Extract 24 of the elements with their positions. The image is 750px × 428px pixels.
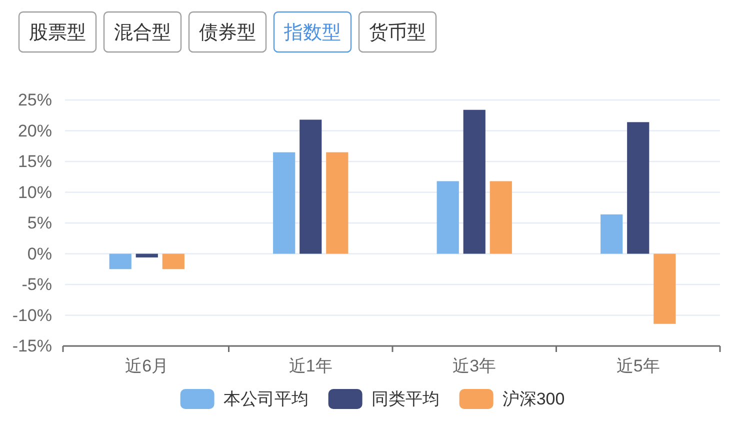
tab: 股票型 <box>18 11 97 53</box>
y-tick-label: 20% <box>18 121 52 140</box>
x-tick-label: 近5年 <box>616 356 660 376</box>
tab: 指数型 <box>273 11 352 53</box>
legend-item: 本公司平均 <box>180 389 308 409</box>
y-tick-label: 10% <box>18 182 52 202</box>
legend-label: 本公司平均 <box>223 390 308 408</box>
y-tick-label: 0% <box>27 244 52 264</box>
y-tick-label: 5% <box>27 214 52 232</box>
tab: 债券型 <box>188 11 267 53</box>
y-tick-label: -10% <box>12 306 52 325</box>
x-tick-label: 近3年 <box>452 356 496 376</box>
y-tick-label: 25% <box>18 90 52 110</box>
legend-item: 沪深300 <box>459 389 565 409</box>
y-tick-label: 15% <box>18 152 52 171</box>
legend-item: 同类平均 <box>328 389 440 409</box>
x-tick-label: 近1年 <box>288 356 332 376</box>
tab: 货币型 <box>358 11 437 53</box>
y-tick-label: -5% <box>22 275 52 294</box>
x-tick-label: 近6月 <box>125 356 169 376</box>
tab: 混合型 <box>103 11 182 53</box>
y-tick-label: -15% <box>12 336 52 356</box>
legend-label: 同类平均 <box>371 390 440 408</box>
legend-label: 沪深300 <box>502 390 565 408</box>
